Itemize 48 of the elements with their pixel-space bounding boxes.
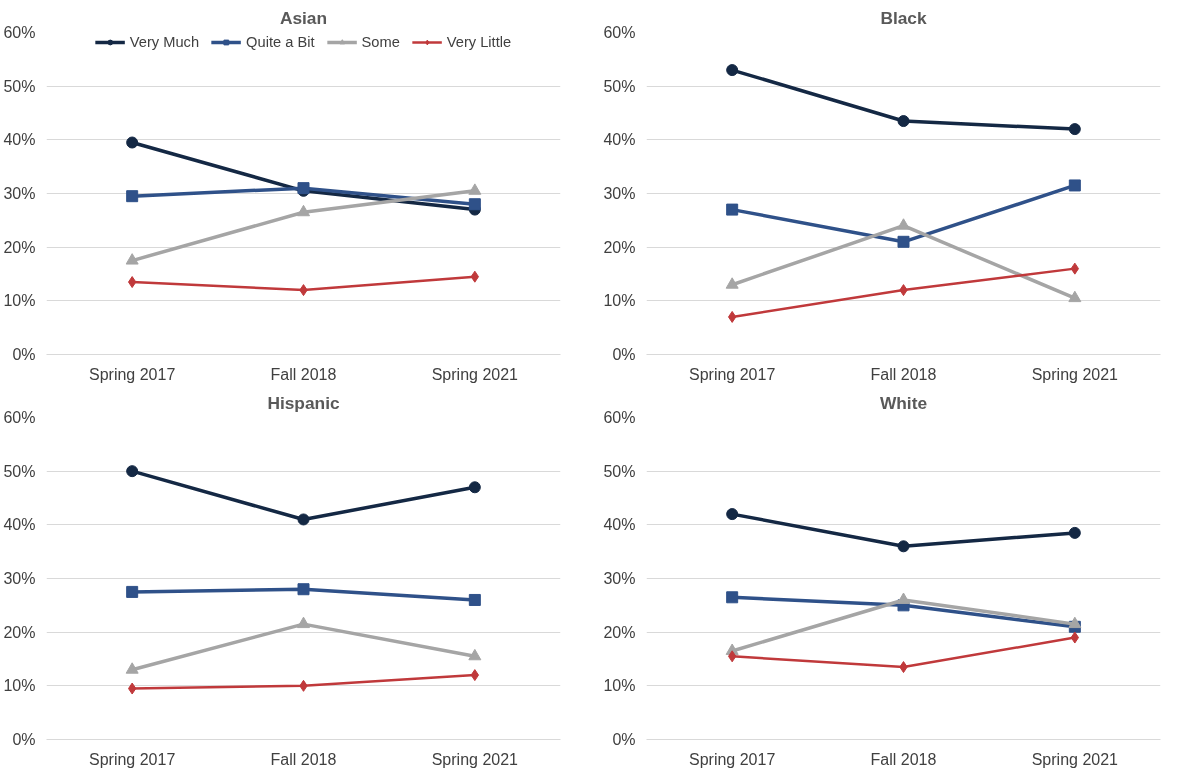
x-tick-label: Fall 2018 [870, 365, 937, 383]
y-tick-label: 40% [603, 516, 636, 534]
y-tick-label: 10% [3, 292, 36, 310]
chart-title: Black [880, 7, 927, 28]
y-tick-label: 0% [612, 731, 636, 748]
y-tick-label: 30% [3, 185, 36, 202]
legend-label: Very Much [129, 34, 200, 50]
y-tick-label: 50% [3, 77, 36, 95]
x-tick-label: Spring 2017 [89, 750, 176, 768]
legend-label: Quite a Bit [246, 34, 315, 50]
y-tick-label: 10% [603, 292, 636, 310]
y-tick-label: 10% [603, 677, 636, 695]
x-tick-label: Fall 2018 [270, 750, 337, 768]
y-tick-label: 10% [3, 677, 36, 695]
y-tick-label: 30% [603, 570, 636, 587]
y-tick-label: 40% [603, 131, 636, 149]
x-tick-label: Spring 2017 [689, 365, 776, 383]
x-tick-label: Spring 2021 [1031, 750, 1119, 768]
y-tick-label: 60% [603, 24, 636, 41]
x-tick-label: Fall 2018 [870, 750, 937, 768]
y-tick-label: 20% [3, 238, 36, 256]
chart-title: Asian [279, 7, 328, 28]
x-tick-label: Spring 2017 [689, 750, 776, 768]
y-tick-label: 20% [603, 238, 636, 256]
y-tick-label: 0% [12, 346, 36, 363]
x-tick-label: Fall 2018 [270, 365, 337, 383]
y-tick-label: 60% [3, 409, 36, 426]
x-tick-label: Spring 2017 [89, 365, 176, 383]
legend-label: Some [361, 34, 400, 50]
chart-title: Hispanic [267, 392, 340, 413]
x-tick-label: Spring 2021 [431, 750, 519, 768]
y-tick-label: 40% [3, 516, 36, 534]
y-tick-label: 60% [603, 409, 636, 426]
x-tick-label: Spring 2021 [431, 365, 519, 383]
y-tick-label: 50% [603, 462, 636, 480]
y-tick-label: 50% [603, 77, 636, 95]
y-tick-label: 30% [603, 185, 636, 202]
y-tick-label: 60% [3, 24, 36, 41]
y-tick-label: 0% [12, 731, 36, 748]
y-tick-label: 20% [603, 623, 636, 641]
y-tick-label: 0% [612, 346, 636, 363]
y-tick-label: 50% [3, 462, 36, 480]
legend-label: Very Little [446, 34, 512, 50]
y-tick-label: 40% [3, 131, 36, 149]
y-tick-label: 30% [3, 570, 36, 587]
x-tick-label: Spring 2021 [1031, 365, 1119, 383]
y-tick-label: 20% [3, 623, 36, 641]
chart-title: White [879, 392, 928, 413]
